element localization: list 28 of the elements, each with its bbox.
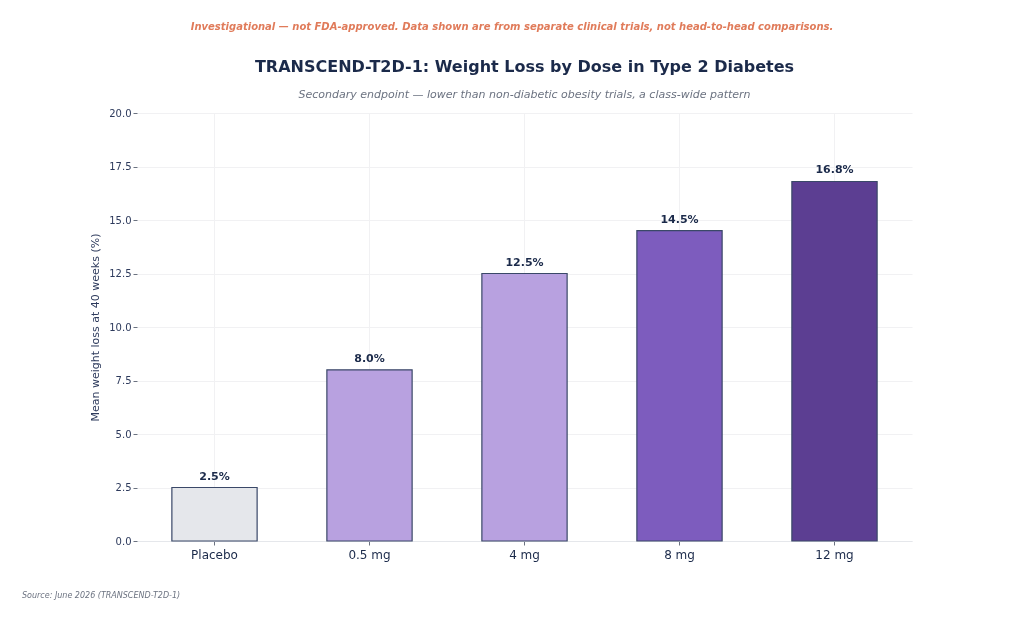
chart-subtitle: Secondary endpoint — lower than non-diabetic obesity trials, a class-wide pattern <box>298 88 751 101</box>
y-tick-label: 10.0 <box>109 321 132 333</box>
y-axis-title: Mean weight loss at 40 weeks (%) <box>89 233 103 422</box>
y-tick-label: 15.0 <box>109 214 132 226</box>
source-note: Source: June 2026 (TRANSCEND-T2D-1) <box>22 590 181 601</box>
x-tick-label: 0.5 mg <box>348 547 391 562</box>
y-tick-label: 7.5 <box>115 375 132 386</box>
x-tick-label: 4 mg <box>509 547 540 562</box>
y-tick-label: 0.0 <box>115 535 132 547</box>
data-label: 8.0% <box>354 351 385 365</box>
data-label: 16.8% <box>815 163 854 177</box>
y-tick-label: 2.5 <box>115 482 132 493</box>
bar <box>636 230 723 542</box>
data-label: 12.5% <box>505 255 544 269</box>
x-tick-label: Placebo <box>191 547 238 562</box>
y-tick-label: 20.0 <box>109 107 132 119</box>
y-tick-label: 17.5 <box>109 161 132 172</box>
y-tick-label: 5.0 <box>115 428 132 440</box>
x-tick-label: 12 mg <box>815 547 854 562</box>
x-tick-label: 8 mg <box>664 547 695 562</box>
bar <box>481 272 568 542</box>
bar <box>791 180 878 542</box>
text: Investigational — not FDA-approved. Data shown are from separate clinical trials, not head-to-head comparisons. <box>189 20 835 33</box>
bar <box>326 369 413 542</box>
y-tick-label: 12.5 <box>109 268 132 279</box>
data-label: 14.5% <box>660 212 699 226</box>
data-label: 2.5% <box>199 469 230 483</box>
chart-title: TRANSCEND-T2D-1: Weight Loss by Dose in Type 2 Diabetes <box>254 57 795 76</box>
